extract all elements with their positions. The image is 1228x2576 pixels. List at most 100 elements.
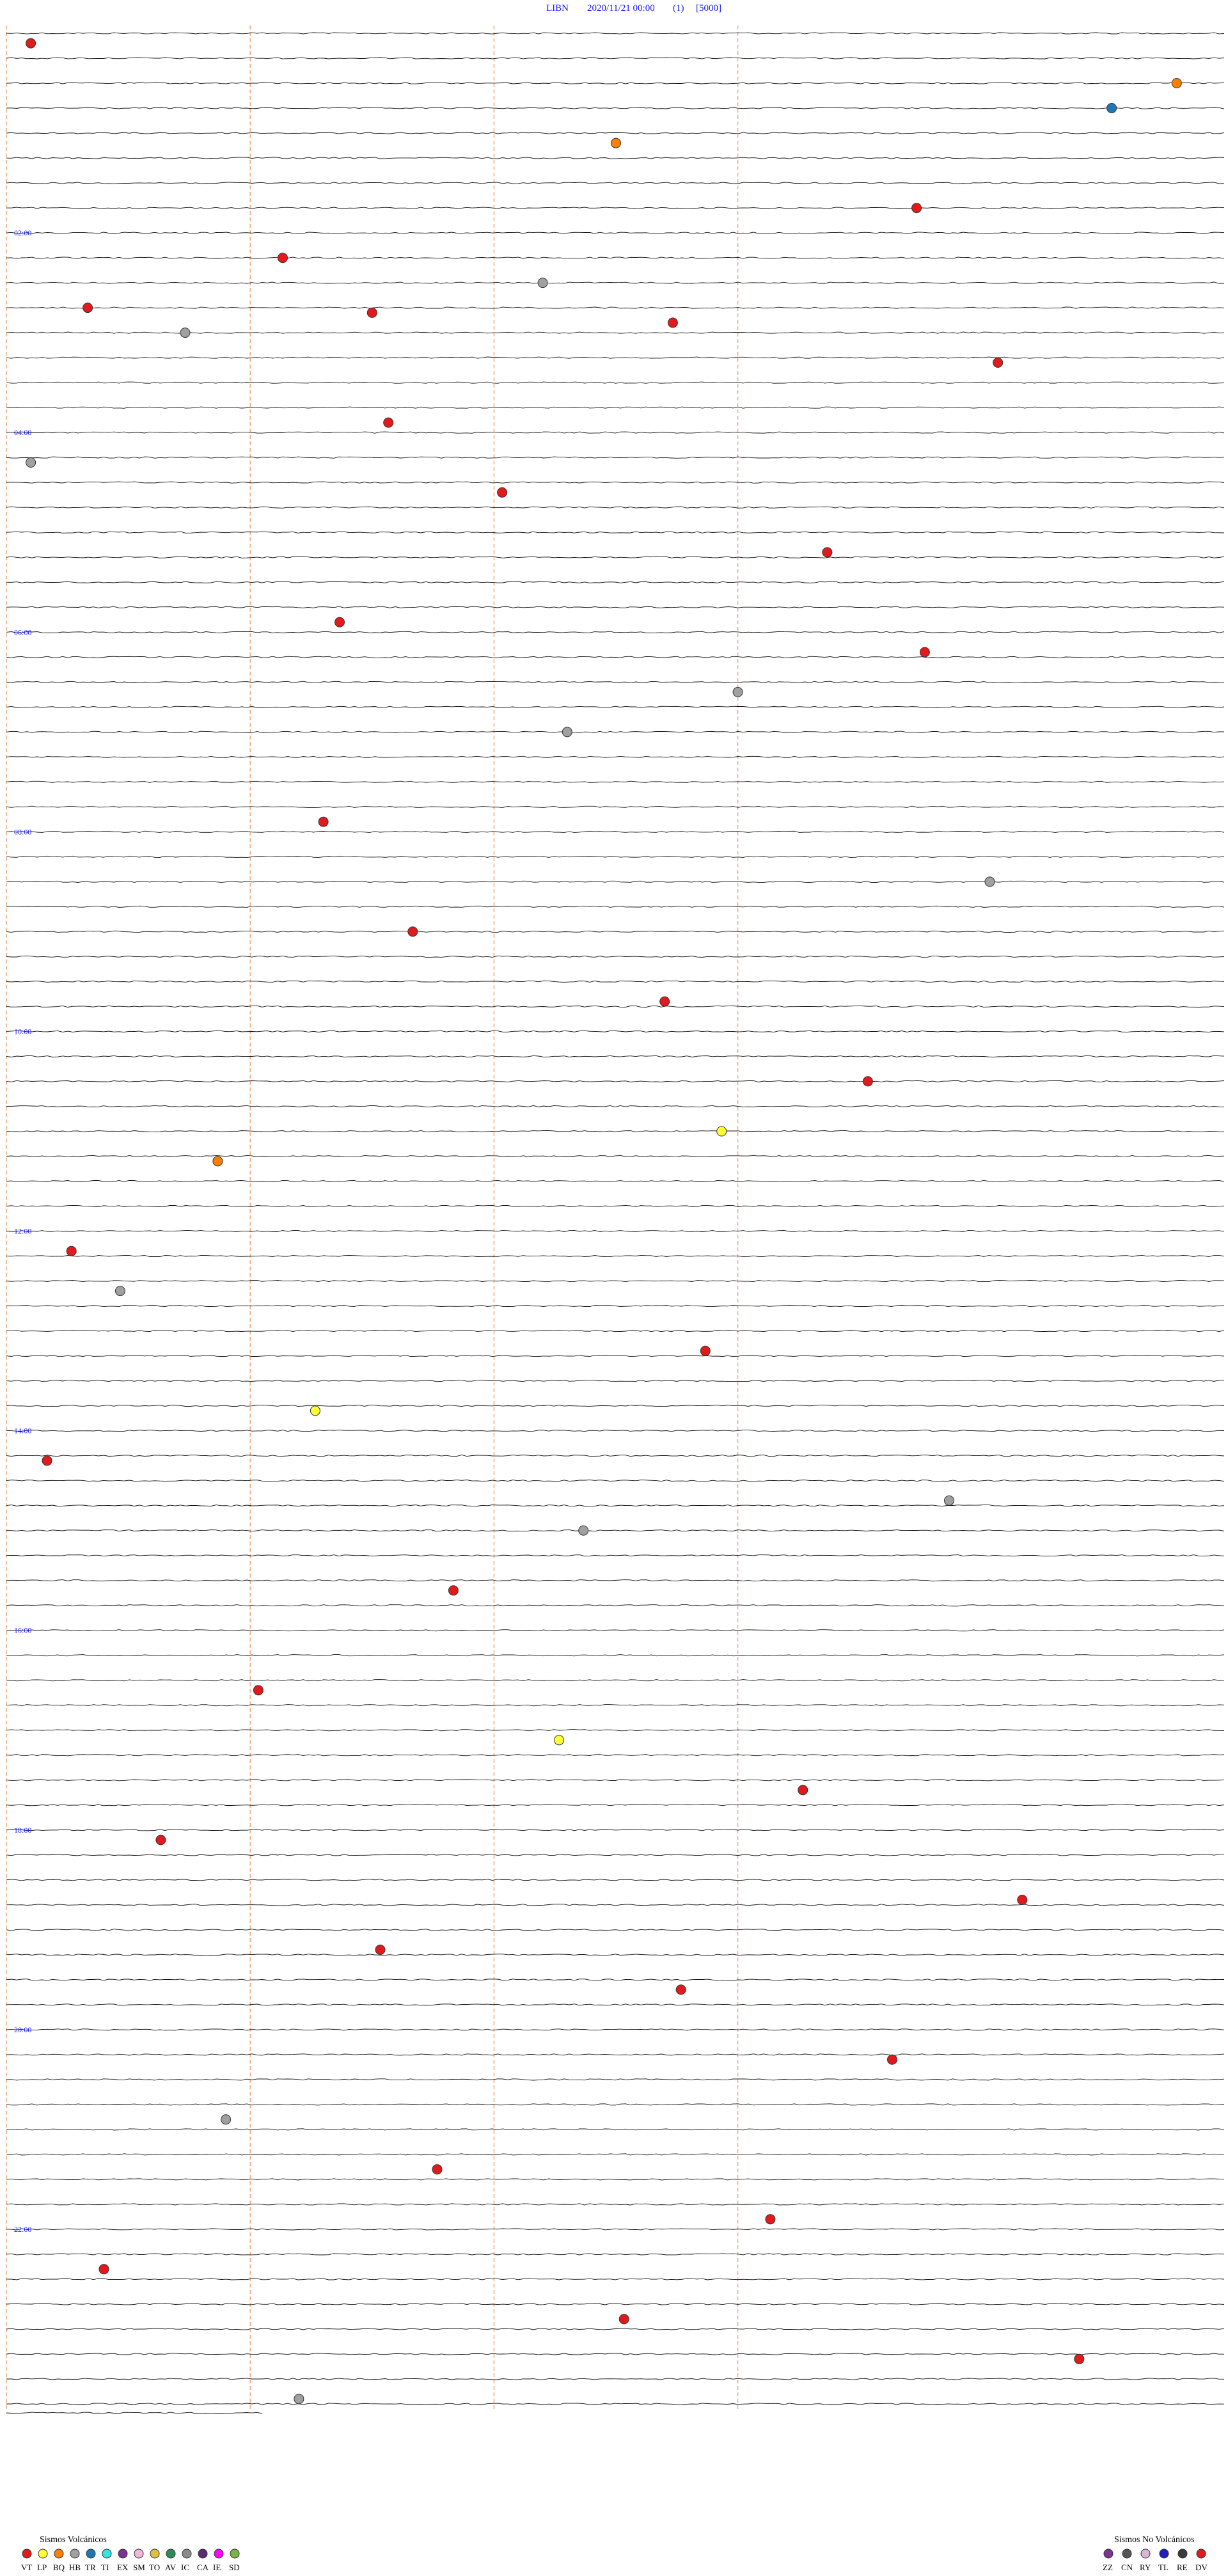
hour-label: 16:00 <box>14 1626 31 1635</box>
trace-line <box>6 731 1225 733</box>
trace-line <box>6 1279 1225 1283</box>
trace-line <box>6 1654 1225 1657</box>
legend-volcanic-marker-ti <box>102 2548 112 2559</box>
legend-nonvolcanic-code-tl: TL <box>1158 2563 1169 2572</box>
event-marker-vt <box>448 1585 459 1596</box>
trace-line <box>6 1879 1225 1881</box>
legend-volcanic-marker-ie <box>214 2548 224 2559</box>
trace-line <box>6 1729 1225 1732</box>
event-marker-vt <box>887 2054 897 2065</box>
trace-line <box>6 1754 1225 1757</box>
legend-nonvolcanic-marker-dv <box>1196 2548 1206 2559</box>
legend-nonvolcanic-marker-ry <box>1140 2548 1151 2559</box>
event-marker-hb <box>578 1525 589 1536</box>
trace-line <box>6 2153 1225 2156</box>
trace-line <box>6 506 1225 509</box>
hour-label: 02:00 <box>14 228 31 237</box>
header-station: LIBN <box>546 3 569 13</box>
trace-line <box>6 1679 1225 1682</box>
event-marker-vt <box>675 1984 686 1995</box>
trace-line <box>6 930 1225 933</box>
trace-line <box>6 1430 1225 1432</box>
trace-line <box>6 157 1225 159</box>
trace-line <box>6 1180 1225 1183</box>
trace-line <box>6 606 1225 608</box>
trace-line <box>6 107 1225 109</box>
event-marker-vt <box>66 1245 77 1256</box>
trace-line <box>6 207 1225 209</box>
event-marker-vt <box>1017 1895 1028 1905</box>
legend-nonvolcanic-title: Sismos No Volcánicos <box>1114 2535 1195 2545</box>
legend-nonvolcanic: Sismos No Volcánicos ZZ CN RY TL RE DV <box>1103 2535 1208 2572</box>
legend-volcanic-code-ex: EX <box>117 2563 129 2572</box>
trace-line <box>6 2278 1225 2280</box>
event-marker-bq <box>1171 78 1182 88</box>
trace-line <box>6 656 1225 658</box>
trace-line <box>6 955 1225 958</box>
event-marker-vt <box>497 487 508 498</box>
trace-line <box>6 281 1225 284</box>
trace-line <box>6 2128 1225 2131</box>
trace-line <box>6 232 1225 234</box>
legend-volcanic-marker-sd <box>230 2548 240 2559</box>
event-marker-hb <box>562 727 572 738</box>
trace-line <box>6 2228 1225 2231</box>
trace-line <box>6 331 1225 334</box>
event-marker-hb <box>984 876 995 887</box>
legend-volcanic-code-bq: BQ <box>53 2563 65 2572</box>
trace-line <box>6 855 1225 858</box>
trace-line <box>6 1854 1224 1856</box>
legend-nonvolcanic-code-cn: CN <box>1121 2563 1133 2572</box>
event-marker-vt <box>278 253 288 264</box>
event-marker-vt <box>659 996 670 1007</box>
legend-volcanic-marker-ca <box>198 2548 208 2559</box>
event-marker-hb <box>180 328 191 338</box>
event-marker-vt <box>26 38 36 49</box>
legend-nonvolcanic-code-re: RE <box>1177 2563 1188 2572</box>
trace-line <box>6 755 1225 758</box>
trace-line <box>6 880 1225 883</box>
event-marker-hb <box>537 278 548 288</box>
trace-line <box>6 1455 1225 1457</box>
trace-line <box>6 681 1225 683</box>
trace-line <box>6 1804 1225 1806</box>
event-markers <box>26 38 1182 2405</box>
legend-nonvolcanic-code-dv: DV <box>1195 2563 1208 2572</box>
event-marker-vt <box>667 317 678 328</box>
legend-volcanic-marker-hb <box>70 2548 80 2559</box>
legend-volcanic-marker-to <box>150 2548 160 2559</box>
event-marker-vt <box>407 926 418 937</box>
event-marker-vt <box>366 307 377 318</box>
trace-line <box>6 1554 1225 1557</box>
trace-line <box>6 780 1225 783</box>
event-marker-vt <box>432 2164 443 2175</box>
legend-volcanic-marker-lp <box>38 2548 48 2559</box>
trace-line <box>6 182 1225 184</box>
trace-line <box>6 32 1225 35</box>
legend-volcanic-marker-tr <box>86 2548 96 2559</box>
trace-line <box>6 132 1225 134</box>
event-marker-hb <box>114 1286 125 1297</box>
trace-line <box>6 1355 1225 1357</box>
trace-line <box>6 1405 1225 1407</box>
trace-line <box>6 82 1225 84</box>
legend-volcanic-marker-sm <box>134 2548 144 2559</box>
trace-line <box>6 1829 1225 1831</box>
trace-line <box>6 980 1225 983</box>
legend-volcanic-marker-vt <box>22 2548 32 2559</box>
trace-line <box>6 1704 1225 1707</box>
trace-line <box>6 1979 1225 1981</box>
trace-line <box>6 805 1225 808</box>
event-marker-bq <box>212 1156 223 1167</box>
event-marker-lp <box>716 1126 727 1137</box>
hour-label: 06:00 <box>14 628 31 636</box>
legend-volcanic-code-tr: TR <box>85 2563 96 2572</box>
hour-label: 08:00 <box>14 827 31 836</box>
trace-line <box>6 1480 1225 1482</box>
legend-volcanic-marker-ex <box>118 2548 128 2559</box>
legend-volcanic-code-to: TO <box>149 2563 160 2572</box>
trace-line <box>6 2253 1225 2256</box>
event-marker-hb <box>221 2114 232 2125</box>
event-marker-vt <box>98 2264 109 2275</box>
hour-label: 14:00 <box>14 1426 31 1435</box>
